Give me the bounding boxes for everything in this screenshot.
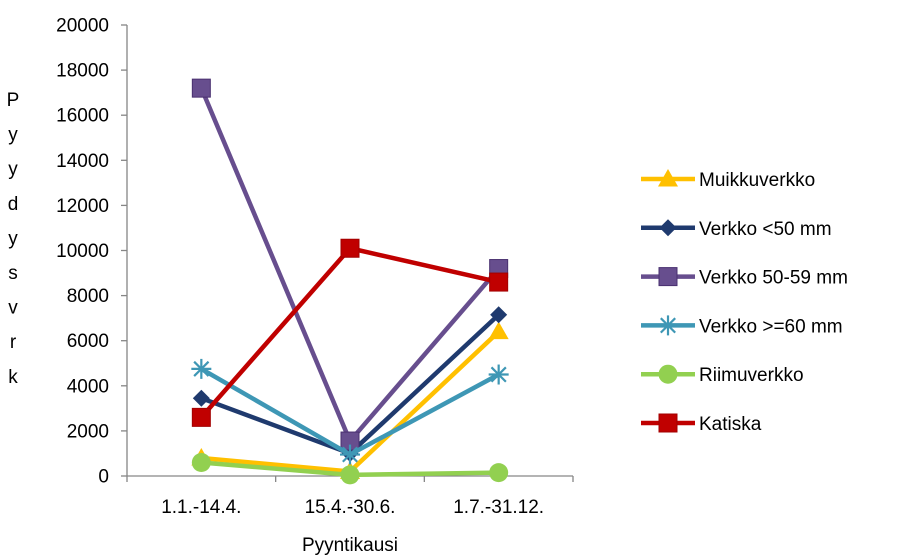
x-tick-label: 15.4.-30.6. — [305, 497, 396, 518]
series-4 — [191, 358, 509, 465]
x-tick-label: 1.7.-31.12. — [453, 497, 544, 518]
y-tick-label: 12000 — [56, 196, 109, 217]
y-tick-label: 8000 — [67, 286, 109, 307]
legend-label: Riimuverkko — [699, 365, 804, 386]
data-point — [192, 389, 210, 407]
data-point — [489, 272, 509, 292]
data-point — [489, 463, 509, 483]
y-axis-title-letter: r — [10, 332, 17, 353]
y-tick-label: 18000 — [56, 61, 109, 82]
series-6 — [191, 238, 509, 427]
y-axis-title-letter: P — [7, 90, 20, 111]
y-axis-title-letter: y — [8, 125, 18, 146]
legend-label: Verkko <50 mm — [699, 219, 832, 240]
series-5 — [191, 452, 509, 485]
data-point — [658, 364, 678, 384]
data-point — [191, 78, 211, 98]
legend-label: Katiska — [699, 414, 762, 435]
y-tick-label: 4000 — [67, 376, 109, 397]
legend-item: Riimuverkko — [641, 364, 804, 386]
data-point — [191, 407, 211, 427]
y-axis-title-letter: v — [8, 298, 18, 319]
y-tick-label: 10000 — [56, 241, 109, 262]
legend-label: Verkko >=60 mm — [699, 316, 843, 337]
series-line — [199, 87, 501, 444]
legend-item: Verkko <50 mm — [641, 219, 832, 240]
y-tick-label: 20000 — [56, 16, 109, 37]
data-point — [488, 321, 509, 340]
data-point — [658, 413, 678, 433]
y-tick-label: 6000 — [67, 331, 109, 352]
y-axis-title-letter: y — [8, 228, 18, 249]
y-tick-label: 16000 — [56, 106, 109, 127]
y-axis-title-letter: s — [8, 263, 18, 284]
data-point — [490, 306, 508, 324]
y-tick-label: 14000 — [56, 151, 109, 172]
data-point — [659, 219, 677, 237]
y-axis-title-letter: k — [8, 367, 18, 388]
data-point — [658, 315, 678, 336]
legend-label: Verkko 50-59 mm — [699, 268, 848, 289]
data-point — [191, 452, 211, 472]
data-point — [488, 364, 509, 385]
y-tick-label: 0 — [98, 467, 109, 488]
y-axis-title-letter: y — [8, 159, 18, 180]
data-point — [340, 444, 360, 465]
series-layer — [191, 78, 509, 485]
legend-item: Verkko 50-59 mm — [641, 267, 848, 289]
legend-item: Muikkuverkko — [641, 169, 815, 191]
data-point — [340, 238, 360, 258]
y-axis: 0 2000 4000 6000 8000 10000 12000 14000 16000 180… — [56, 16, 128, 488]
data-point — [658, 267, 678, 287]
x-tick-label: 1.1.-14.4. — [161, 497, 241, 518]
data-point — [191, 358, 212, 379]
y-axis-title-letter: d — [8, 194, 19, 215]
legend: Muikkuverkko Verkko <50 mm Verkko 50-59 mm… — [641, 169, 848, 435]
legend-item: Verkko >=60 mm — [641, 315, 843, 337]
data-point — [340, 465, 360, 485]
legend-label: Muikkuverkko — [699, 170, 815, 191]
x-axis-title: Pyyntikausi — [302, 535, 398, 556]
legend-item: Katiska — [641, 413, 762, 435]
y-tick-label: 2000 — [67, 421, 109, 442]
data-point — [658, 169, 678, 187]
